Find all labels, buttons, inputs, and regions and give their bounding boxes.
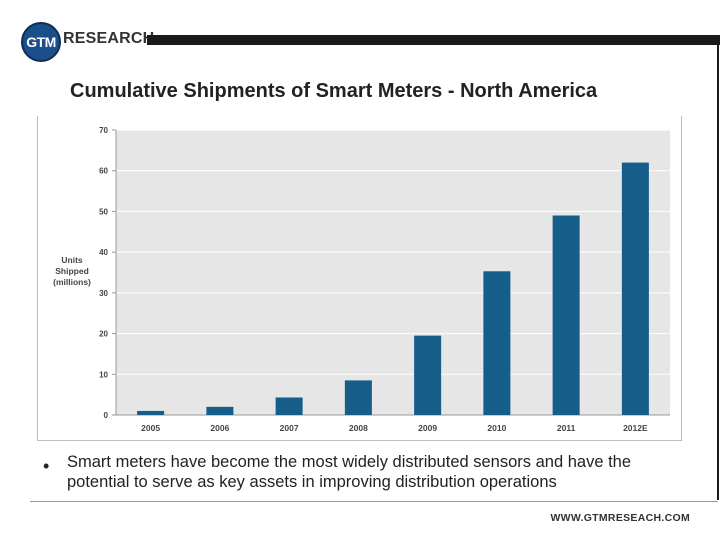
y-tick-label: 50 xyxy=(99,207,108,216)
y-tick-label: 20 xyxy=(99,330,108,339)
plot-area xyxy=(116,130,670,415)
x-tick-label: 2011 xyxy=(557,423,576,433)
x-tick-label: 2009 xyxy=(418,423,437,433)
bullet-text: Smart meters have become the most widely… xyxy=(67,453,632,491)
x-tick-label: 2010 xyxy=(487,423,506,433)
right-edge-bar xyxy=(717,44,719,500)
bar-2005 xyxy=(137,410,165,415)
gtm-logo-wordmark: RESEARCH xyxy=(63,30,155,47)
bullet-marker: • xyxy=(43,456,50,476)
header-divider-bar xyxy=(147,35,720,45)
x-tick-label: 2007 xyxy=(280,423,299,433)
y-axis-label: Units Shipped (millions) xyxy=(53,255,91,287)
bar-2006 xyxy=(206,406,234,415)
slide-header: GTM RESEARCH xyxy=(0,0,720,80)
bar-2008 xyxy=(344,380,372,415)
x-tick-label: 2005 xyxy=(141,423,160,433)
y-tick-label: 40 xyxy=(99,248,108,257)
bar-2007 xyxy=(275,397,303,415)
y-tick-label: 30 xyxy=(99,289,108,298)
x-tick-label: 2008 xyxy=(349,423,368,433)
y-tick-label: 10 xyxy=(99,370,108,379)
y-axis-label-line: (millions) xyxy=(53,277,91,287)
bar-2012e xyxy=(621,162,649,415)
chart-title: Cumulative Shipments of Smart Meters - N… xyxy=(70,80,598,102)
footer-url: WWW.GTMRESEACH.COM xyxy=(550,512,690,524)
y-axis-label-line: Units xyxy=(61,255,83,265)
gtm-logo-badge: GTM xyxy=(21,22,61,62)
y-axis-label-line: Shipped xyxy=(55,266,89,276)
y-tick-label: 70 xyxy=(99,126,108,135)
footer-divider xyxy=(30,501,718,502)
x-tick-label: 2012E xyxy=(623,423,648,433)
bar-2009 xyxy=(414,335,442,415)
bar-chart: 0 10 20 30 40 50 60 70 2005 2006 2007 2008 2009 2010 2… xyxy=(53,126,670,433)
chart-frame xyxy=(37,116,682,441)
bar-2011 xyxy=(552,215,580,415)
x-tick-label: 2006 xyxy=(210,423,229,433)
bar-2010 xyxy=(483,271,511,415)
y-tick-label: 0 xyxy=(104,411,109,420)
y-tick-label: 60 xyxy=(99,167,108,176)
